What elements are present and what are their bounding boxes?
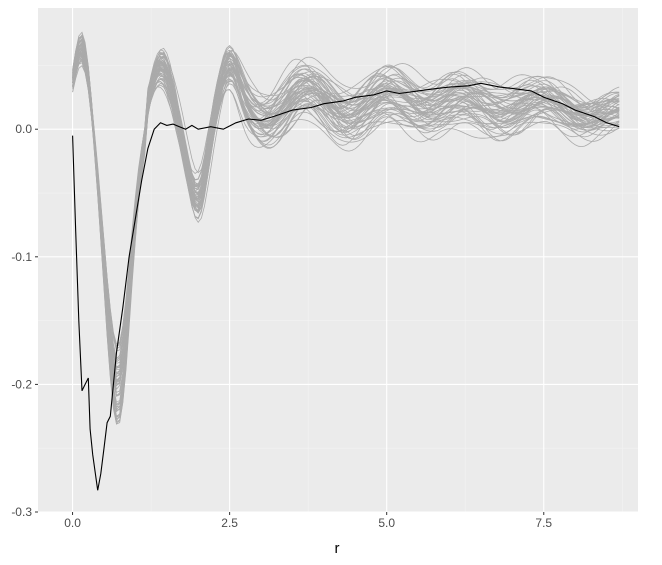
x-tick-label: 0.0 <box>64 516 81 530</box>
x-tick-label: 7.5 <box>535 516 552 530</box>
ensemble-line <box>72 51 620 347</box>
y-axis: 0.0 -0.1 -0.2 -0.3 <box>11 122 38 519</box>
ensemble-line <box>72 49 620 403</box>
ensemble-line <box>72 62 620 369</box>
x-axis-title: r <box>335 540 340 557</box>
y-tick-label: -0.1 <box>11 250 32 264</box>
ensemble-line <box>72 54 620 378</box>
ensemble-line <box>72 38 620 425</box>
ensemble-line <box>72 55 620 378</box>
ensemble-line <box>72 43 620 411</box>
ensemble-line <box>72 42 620 409</box>
ensemble-lines <box>72 31 620 425</box>
y-tick-label: 0.0 <box>15 122 32 136</box>
y-tick-label: -0.3 <box>11 505 32 519</box>
ensemble-line <box>72 56 620 383</box>
ensemble-line <box>72 39 620 397</box>
ensemble-line <box>72 51 620 397</box>
ensemble-line <box>72 46 620 411</box>
ensemble-line <box>72 46 620 418</box>
ensemble-line <box>72 39 620 420</box>
ensemble-line <box>72 47 620 413</box>
ensemble-line <box>72 55 620 375</box>
ensemble-line <box>72 40 620 422</box>
main-series <box>72 82 620 491</box>
ensemble-line <box>72 49 620 369</box>
x-tick-label: 2.5 <box>221 516 238 530</box>
ensemble-line <box>72 58 620 363</box>
x-tick-label: 5.0 <box>378 516 395 530</box>
x-axis: 0.0 2.5 5.0 7.5 <box>64 512 552 530</box>
plot-panel <box>38 8 638 512</box>
y-tick-label: -0.2 <box>11 377 32 391</box>
series-line <box>72 82 620 491</box>
